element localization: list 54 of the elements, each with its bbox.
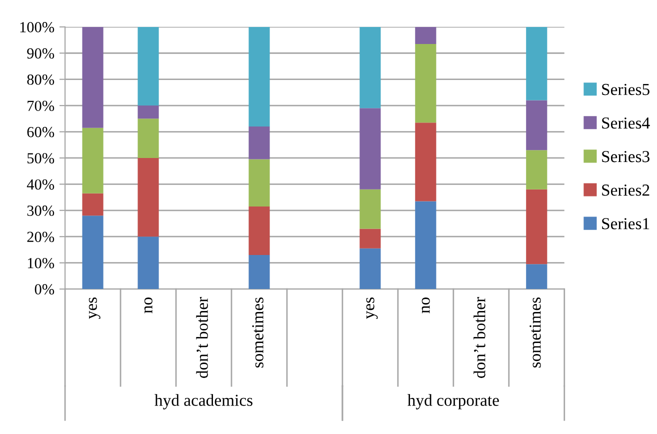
bar bbox=[248, 26, 270, 127]
legend-label: Series3 bbox=[602, 151, 650, 162]
text: hyd corporate bbox=[408, 394, 499, 410]
bar bbox=[526, 264, 548, 290]
bar bbox=[526, 100, 548, 150]
y-tick-label: 60% bbox=[27, 126, 54, 138]
y-tick-label: 100% bbox=[20, 22, 54, 32]
x-tick-label: don’t bother bbox=[474, 297, 486, 378]
y-tick-label: 20% bbox=[27, 232, 54, 242]
bar bbox=[248, 254, 270, 290]
bar bbox=[82, 128, 104, 194]
x-tick-label: sometimes bbox=[530, 298, 541, 368]
bar bbox=[415, 44, 436, 123]
bar bbox=[415, 26, 436, 44]
bar bbox=[82, 26, 104, 128]
text: hyd academics bbox=[154, 394, 252, 410]
bar bbox=[138, 118, 159, 158]
y-tick-label: 0% bbox=[34, 284, 54, 295]
bar bbox=[415, 201, 436, 290]
bar bbox=[138, 236, 159, 290]
y-tick-label: 90% bbox=[27, 48, 54, 59]
bar bbox=[248, 206, 270, 255]
bar bbox=[360, 26, 381, 108]
bar bbox=[248, 159, 270, 206]
bar bbox=[526, 26, 548, 100]
bar bbox=[526, 189, 548, 264]
legend-label: Series1 bbox=[602, 218, 650, 230]
bar bbox=[360, 108, 381, 190]
x-tick-label: yes bbox=[88, 298, 100, 319]
x-tick-label: sometimes bbox=[252, 298, 264, 368]
y-tick-label: 70% bbox=[28, 100, 54, 112]
bar bbox=[138, 158, 159, 237]
bar bbox=[415, 122, 436, 202]
bar bbox=[82, 193, 104, 216]
legend-label: Series5 bbox=[602, 84, 650, 96]
y-tick-label: 80% bbox=[27, 74, 54, 85]
y-tick-label: 40% bbox=[26, 179, 54, 190]
y-tick-label: 10% bbox=[28, 258, 54, 268]
x-tick-label: yes bbox=[366, 298, 378, 319]
bar bbox=[526, 150, 548, 190]
y-tick-label: 30% bbox=[27, 206, 54, 216]
y-tick-label: 50% bbox=[28, 153, 54, 164]
bar bbox=[138, 106, 159, 119]
bar bbox=[248, 126, 270, 160]
x-tick-label: no bbox=[422, 298, 430, 314]
legend-label: Series2 bbox=[602, 184, 650, 196]
bar bbox=[82, 216, 104, 290]
bar bbox=[360, 189, 381, 229]
legend-label: Series4 bbox=[602, 117, 650, 129]
bar bbox=[360, 228, 381, 248]
x-tick-label: no bbox=[144, 298, 152, 314]
bar bbox=[360, 248, 381, 290]
bar bbox=[138, 26, 159, 106]
x-tick-label: don’t bother bbox=[196, 297, 208, 378]
